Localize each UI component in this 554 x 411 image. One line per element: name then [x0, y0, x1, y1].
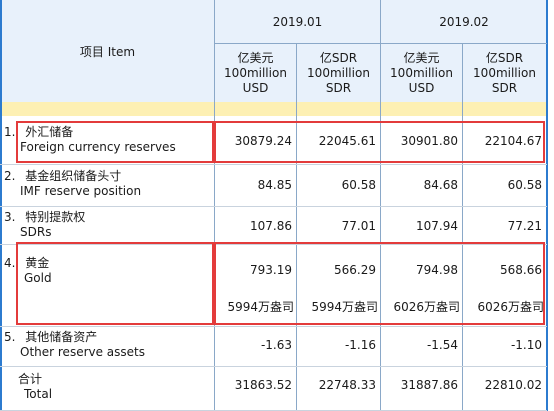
unit-header-usd-jan: 亿美元 100million USD — [215, 44, 296, 102]
row-label-total: 合计 Total — [18, 372, 52, 402]
row-number: 2. — [4, 169, 16, 183]
row-label-en: SDRs — [20, 225, 52, 239]
unit-scale: 100million — [473, 65, 536, 80]
gold-ounces-cell: 5994万盎司 — [311, 300, 378, 314]
grid-line — [0, 206, 547, 207]
unit-name: 亿美元 — [237, 50, 274, 65]
value-cell: 60.58 — [341, 178, 376, 192]
period-header-feb: 2019.02 — [439, 14, 489, 29]
row-label-sdrs: 3. 特别提款权 SDRs — [4, 210, 85, 240]
gold-ounces-cell: 6026万盎司 — [393, 300, 460, 314]
row-number: 4. — [4, 256, 16, 270]
row-number: 3. — [4, 210, 16, 224]
unit-name: 亿SDR — [485, 50, 524, 65]
table-header-bg — [0, 0, 548, 102]
gold-ounces-cell: 5994万盎司 — [227, 300, 294, 314]
row-number: 5. — [4, 330, 16, 344]
value-cell: 31887.86 — [400, 378, 458, 392]
unit-code: USD — [242, 80, 269, 95]
grid-line — [214, 43, 547, 44]
value-cell: 568.66 — [500, 263, 542, 277]
period-header-jan: 2019.01 — [272, 14, 323, 29]
unit-scale: 100million — [307, 65, 370, 80]
row-label-zh: 基金组织储备头寸 — [25, 169, 122, 183]
row-label-other-assets: 5. 其他储备资产 Other reserve assets — [4, 330, 145, 360]
value-cell: 107.86 — [250, 219, 292, 233]
row-label-zh: 合计 — [18, 372, 43, 386]
unit-scale: 100million — [224, 65, 287, 80]
unit-code: SDR — [325, 80, 352, 95]
row-label-en: Gold — [24, 271, 52, 285]
row-label-en: Other reserve assets — [20, 345, 146, 359]
row-label-zh: 外汇储备 — [25, 125, 74, 139]
grid-line — [296, 44, 297, 411]
value-cell: -1.16 — [344, 338, 376, 352]
grid-line — [0, 326, 547, 327]
grid-line — [214, 0, 215, 411]
value-cell: 794.98 — [416, 263, 458, 277]
left-edge — [0, 0, 2, 411]
unit-header-usd-feb: 亿美元 100million USD — [381, 44, 462, 102]
value-cell: -1.54 — [426, 338, 458, 352]
row-number: 1. — [4, 125, 16, 139]
item-column-header: 项目 Item — [79, 44, 136, 59]
row-label-en: Total — [24, 387, 53, 401]
value-cell: 77.01 — [341, 219, 376, 233]
value-cell: 30901.80 — [400, 134, 458, 148]
value-cell: 793.19 — [250, 263, 292, 277]
unit-header-sdr-jan: 亿SDR 100million SDR — [297, 44, 380, 102]
grid-line — [0, 244, 547, 245]
unit-code: SDR — [491, 80, 518, 95]
grid-line — [0, 366, 547, 367]
unit-scale: 100million — [390, 65, 453, 80]
unit-name: 亿SDR — [319, 50, 358, 65]
row-label-gold: 4. 黄金 Gold — [4, 256, 52, 286]
value-cell: 107.94 — [416, 219, 458, 233]
row-label-en: IMF reserve position — [20, 184, 142, 198]
value-cell: 22748.33 — [318, 378, 376, 392]
row-label-imf-position: 2. 基金组织储备头寸 IMF reserve position — [4, 169, 141, 199]
value-cell: 22104.67 — [484, 134, 542, 148]
row-label-foreign-currency: 1. 外汇储备 Foreign currency reserves — [4, 125, 176, 155]
grid-line — [462, 44, 463, 411]
value-cell: 22045.61 — [318, 134, 376, 148]
value-cell: 31863.52 — [234, 378, 292, 392]
highlight-values-foreign-currency — [214, 121, 545, 163]
grid-line — [380, 0, 381, 411]
grid-line — [0, 164, 547, 165]
highlight-label-foreign-currency — [16, 121, 214, 163]
unit-name: 亿美元 — [403, 50, 440, 65]
right-edge — [546, 0, 548, 411]
value-cell: -1.63 — [260, 338, 292, 352]
header-separator-band — [0, 102, 548, 116]
gold-ounces-cell: 6026万盎司 — [477, 300, 544, 314]
value-cell: 60.58 — [507, 178, 542, 192]
value-cell: -1.10 — [510, 338, 542, 352]
value-cell: 84.85 — [257, 178, 292, 192]
value-cell: 566.29 — [334, 263, 376, 277]
value-cell: 77.21 — [507, 219, 542, 233]
value-cell: 84.68 — [423, 178, 458, 192]
row-label-zh: 特别提款权 — [25, 210, 86, 224]
row-label-zh: 其他储备资产 — [25, 330, 98, 344]
highlight-values-gold — [214, 242, 545, 325]
value-cell: 22810.02 — [484, 378, 542, 392]
highlight-label-gold — [16, 242, 214, 325]
row-label-zh: 黄金 — [25, 256, 50, 270]
unit-code: USD — [408, 80, 435, 95]
row-label-en: Foreign currency reserves — [20, 140, 176, 154]
unit-header-sdr-feb: 亿SDR 100million SDR — [463, 44, 546, 102]
value-cell: 30879.24 — [234, 134, 292, 148]
